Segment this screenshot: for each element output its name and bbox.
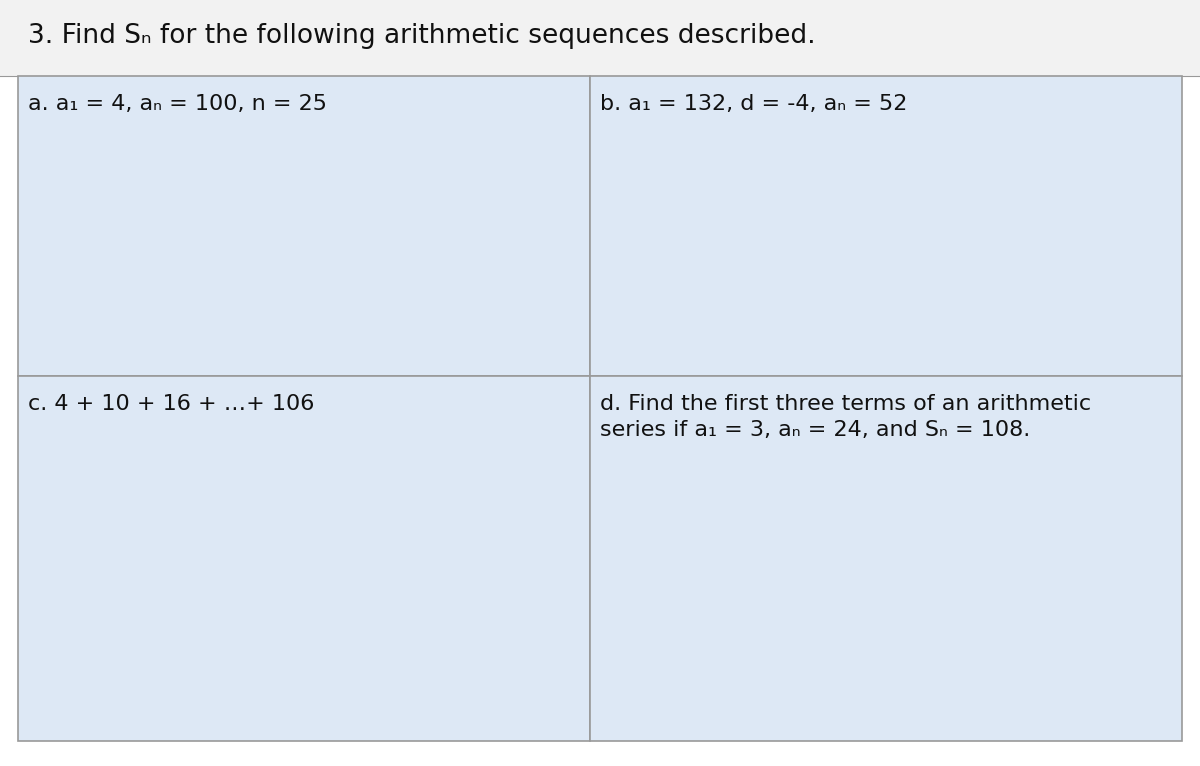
Text: 3. Find Sₙ for the following arithmetic sequences described.: 3. Find Sₙ for the following arithmetic …: [28, 23, 816, 49]
FancyBboxPatch shape: [18, 76, 590, 376]
Text: b. a₁ = 132, d = -4, aₙ = 52: b. a₁ = 132, d = -4, aₙ = 52: [600, 94, 907, 114]
Text: c. 4 + 10 + 16 + …+ 106: c. 4 + 10 + 16 + …+ 106: [28, 394, 314, 414]
Text: a. a₁ = 4, aₙ = 100, n = 25: a. a₁ = 4, aₙ = 100, n = 25: [28, 94, 326, 114]
FancyBboxPatch shape: [590, 76, 1182, 376]
Text: d. Find the first three terms of an arithmetic: d. Find the first three terms of an arit…: [600, 394, 1091, 414]
Text: series if a₁ = 3, aₙ = 24, and Sₙ = 108.: series if a₁ = 3, aₙ = 24, and Sₙ = 108.: [600, 420, 1031, 440]
FancyBboxPatch shape: [18, 376, 590, 741]
FancyBboxPatch shape: [0, 0, 1200, 76]
FancyBboxPatch shape: [590, 376, 1182, 741]
